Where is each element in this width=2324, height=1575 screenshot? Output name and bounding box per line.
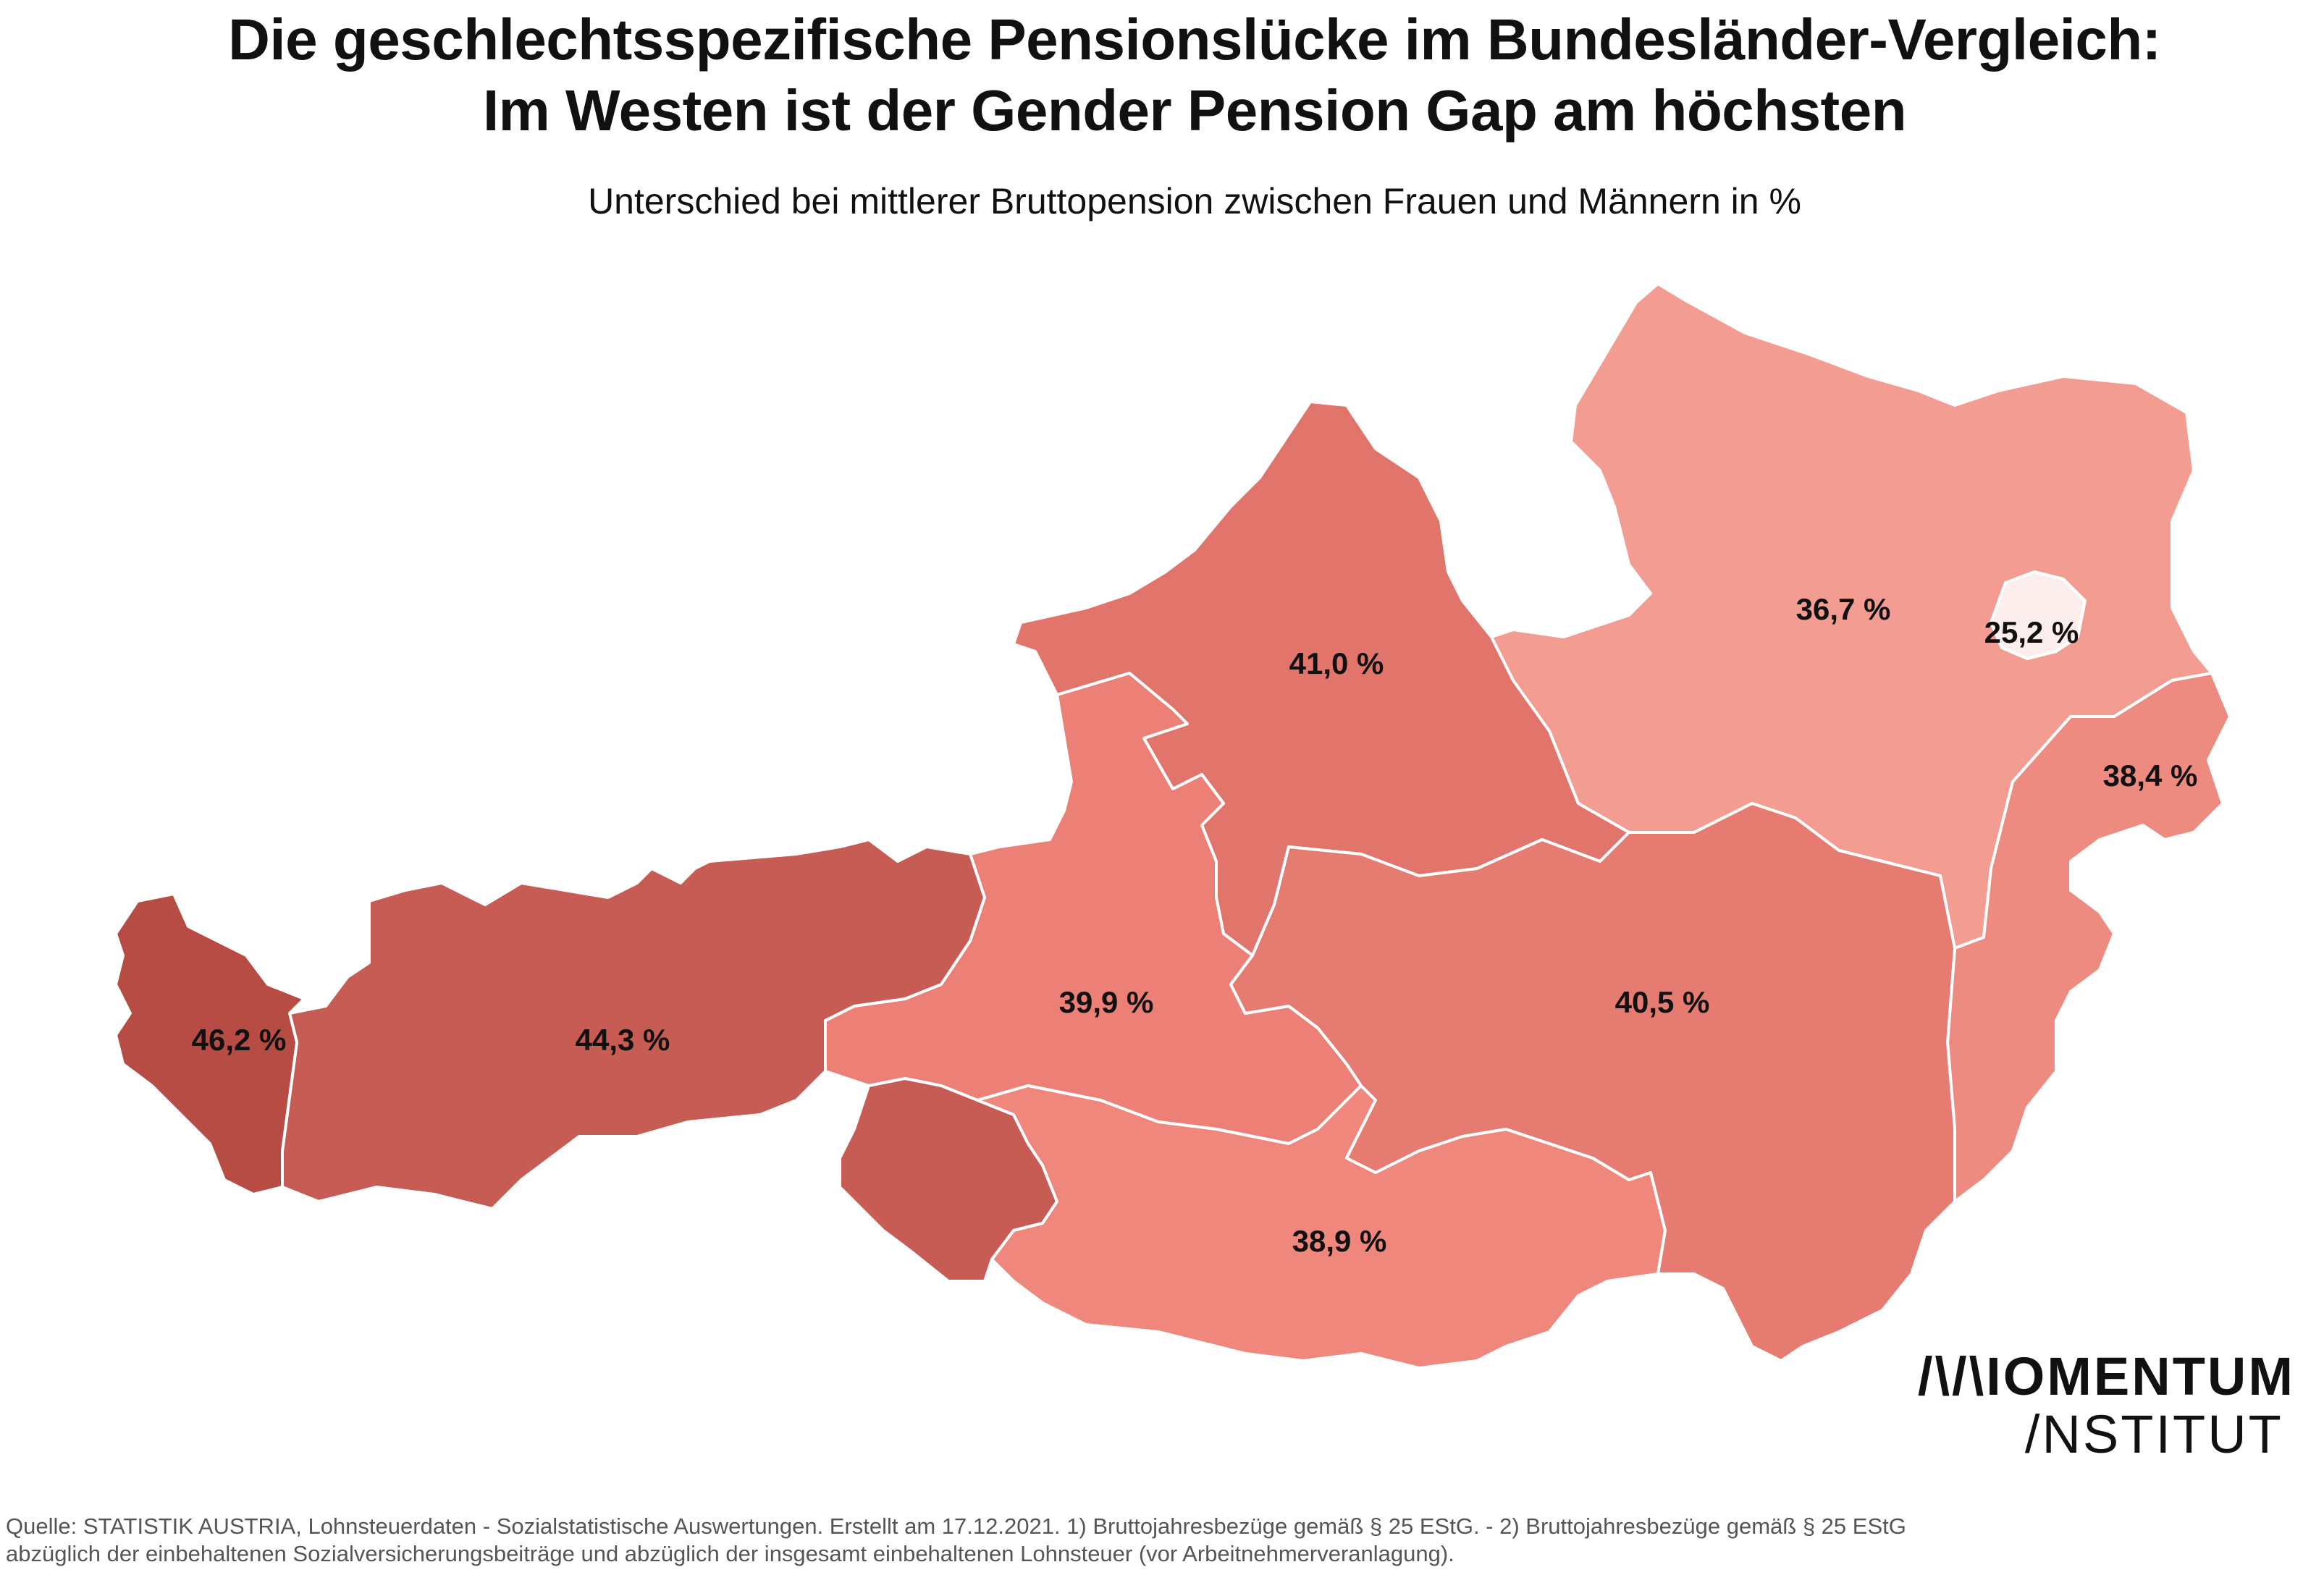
region-kaernten[interactable] — [976, 1084, 1667, 1369]
title-line-2: Im Westen ist der Gender Pension Gap am … — [482, 78, 1907, 143]
source-line-2: abzüglich der einbehaltenen Sozialversic… — [6, 1541, 1454, 1566]
label-oberoesterreich: 41,0 % — [1289, 646, 1384, 680]
region-steiermark[interactable] — [1229, 802, 1956, 1362]
label-kaernten: 38,9 % — [1292, 1224, 1387, 1258]
label-salzburg: 39,9 % — [1058, 985, 1154, 1019]
region-wien[interactable] — [1990, 570, 2087, 660]
title-line-1: Die geschlechtsspezifische Pensionslücke… — [228, 7, 2161, 72]
label-steiermark: 40,5 % — [1614, 985, 1710, 1019]
source-note: Quelle: STATISTIK AUSTRIA, Lohnsteuerdat… — [6, 1513, 2315, 1568]
label-burgenland: 38,4 % — [2102, 759, 2198, 793]
region-vorarlberg[interactable] — [114, 892, 306, 1196]
chart-subtitle: Unterschied bei mittlerer Bruttopension … — [588, 181, 1801, 221]
logo-line-2: /NSTITUT — [2024, 1404, 2283, 1464]
label-vorarlberg: 46,2 % — [191, 1023, 287, 1057]
source-line-1: Quelle: STATISTIK AUSTRIA, Lohnsteuerdat… — [6, 1513, 1906, 1539]
momentum-institut-logo: /\/\IOMENTUM /NSTITUT — [1918, 1348, 2295, 1464]
label-niederoesterreich: 36,7 % — [1795, 592, 1891, 626]
logo-line-1: /\/\IOMENTUM — [1917, 1346, 2295, 1406]
label-wien: 25,2 % — [1984, 615, 2079, 649]
label-tirol: 44,3 % — [575, 1023, 670, 1057]
chart-title: Die geschlechtsspezifische Pensionslücke… — [87, 4, 2302, 146]
